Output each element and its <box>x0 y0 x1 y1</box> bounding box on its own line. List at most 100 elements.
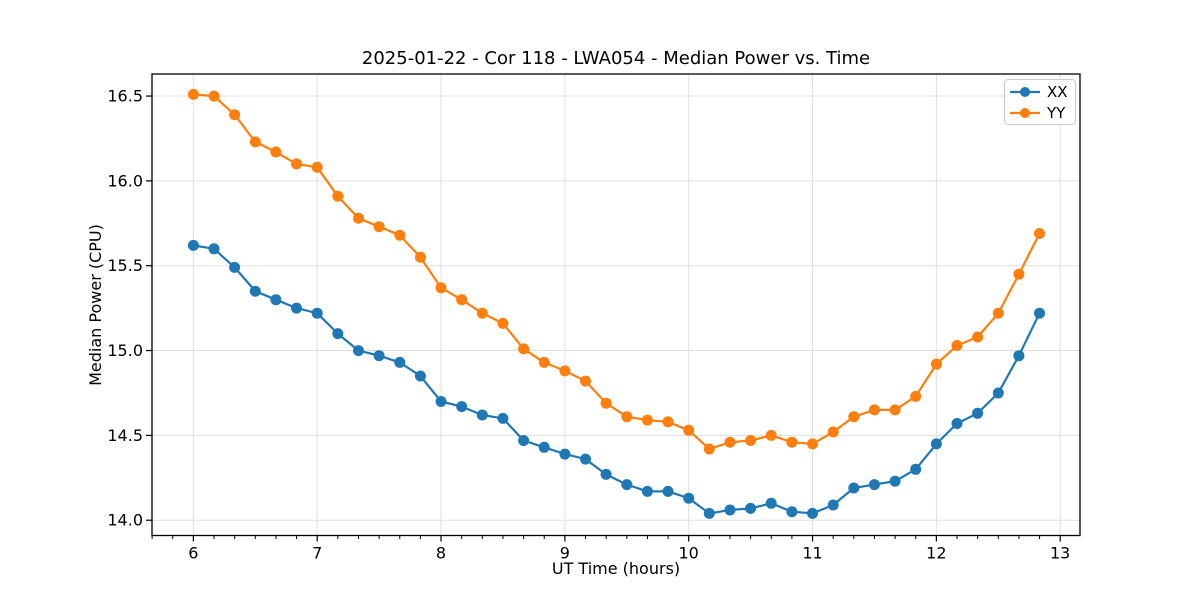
series-xx-marker <box>208 243 220 255</box>
series-yy-marker <box>208 90 220 102</box>
series-xx-marker <box>414 370 426 382</box>
series-xx-marker <box>580 453 591 465</box>
series-yy-marker <box>910 390 922 402</box>
axis-ticks <box>146 95 1061 542</box>
x-tick-label: 12 <box>926 544 946 563</box>
y-tick-label: 16.0 <box>107 171 143 190</box>
series-yy-marker <box>559 365 571 377</box>
series-xx-marker <box>683 492 695 504</box>
series-xx-marker <box>703 507 715 519</box>
series-yy-marker <box>291 158 302 170</box>
series-yy-marker <box>538 356 550 368</box>
x-tick-labels: 6 7 8 9 10 11 12 13 <box>188 544 1070 563</box>
y-tick-label: 16.5 <box>107 87 143 106</box>
series-xx-marker <box>889 475 901 487</box>
series-yy-marker <box>373 221 385 233</box>
series-xx-marker <box>229 261 241 273</box>
series-yy-marker <box>992 307 1004 319</box>
series-xx-marker <box>497 412 509 424</box>
series-xx-marker <box>910 463 922 475</box>
series-xx-marker <box>1034 307 1045 319</box>
series-xx-marker <box>353 345 364 357</box>
legend-label-xx: XX <box>1047 83 1068 101</box>
series-xx-marker <box>765 497 777 509</box>
series-yy <box>187 88 1045 455</box>
y-tick-label: 15.0 <box>107 341 143 360</box>
legend-swatch-xx-marker <box>1020 87 1030 97</box>
series-yy-marker <box>724 436 736 448</box>
series-yy-marker <box>951 340 963 351</box>
series-xx-marker <box>311 307 323 319</box>
series-xx-marker <box>848 482 860 494</box>
series-xx-marker <box>187 239 199 251</box>
series-yy-marker <box>414 251 426 263</box>
series-yy-marker <box>889 404 901 416</box>
series-yy-marker <box>332 190 344 202</box>
series-yy-marker <box>456 294 468 306</box>
series-xx-marker <box>827 499 839 511</box>
series-xx-marker <box>972 407 984 419</box>
series-yy-marker <box>518 343 530 355</box>
series-xx-marker <box>868 479 880 491</box>
series-xx-marker <box>249 285 261 297</box>
series-xx-marker <box>930 438 942 450</box>
series-xx-marker <box>745 502 757 514</box>
x-tick-label: 11 <box>802 544 822 563</box>
series-yy-marker <box>703 443 715 455</box>
series-xx-marker <box>270 294 282 306</box>
series-yy-marker <box>1013 268 1025 280</box>
series-yy-marker <box>311 161 323 173</box>
series-xx-marker <box>641 485 653 497</box>
series-yy-marker <box>827 426 839 438</box>
series-xx-marker <box>559 448 571 460</box>
series-yy-marker <box>580 375 591 387</box>
series-xx-marker <box>621 479 633 491</box>
series-xx-marker <box>786 506 798 518</box>
x-tick-label: 8 <box>436 544 446 563</box>
y-tick-label: 14.0 <box>107 511 143 530</box>
series-yy-marker <box>786 436 798 448</box>
series-xx-marker <box>724 504 736 516</box>
series-yy-marker <box>497 317 509 329</box>
x-tick-label: 6 <box>188 544 198 563</box>
x-tick-label: 9 <box>560 544 570 563</box>
series-yy-marker <box>972 331 984 343</box>
series-yy-marker <box>476 307 488 319</box>
series-xx-marker <box>951 418 963 429</box>
y-axis-label: Median Power (CPU) <box>86 224 105 386</box>
x-tick-label: 10 <box>679 544 699 563</box>
series-xx-marker <box>518 435 530 446</box>
series-yy-marker <box>930 358 942 370</box>
series-xx-marker <box>291 302 302 314</box>
x-tick-label: 7 <box>312 544 322 563</box>
series-xx-marker <box>662 485 674 497</box>
series-xx-marker <box>373 350 385 362</box>
x-tick-label: 13 <box>1050 544 1070 563</box>
data-series <box>187 88 1045 519</box>
series-yy-marker <box>807 438 818 450</box>
series-yy-marker <box>621 411 633 423</box>
series-yy-marker <box>765 429 777 441</box>
series-yy-marker <box>435 282 447 294</box>
series-xx-marker <box>992 387 1004 399</box>
series-xx-marker <box>807 507 818 519</box>
legend-swatch-yy-marker <box>1020 108 1030 118</box>
series-xx-marker <box>435 396 447 407</box>
chart-title: 2025-01-22 - Cor 118 - LWA054 - Median P… <box>362 48 870 69</box>
series-xx-marker <box>456 401 468 413</box>
series-yy-marker <box>683 424 695 436</box>
series-xx <box>187 239 1045 519</box>
series-yy-marker <box>848 411 860 423</box>
y-tick-label: 14.5 <box>107 426 143 445</box>
series-yy-marker <box>1034 228 1045 239</box>
series-xx-marker <box>394 356 406 368</box>
grid-lines <box>152 74 1080 536</box>
plot-border <box>151 73 1081 537</box>
series-yy-marker <box>600 397 612 409</box>
legend: XX YY <box>1004 79 1076 125</box>
series-yy-marker <box>745 435 757 446</box>
series-xx-marker <box>476 409 488 421</box>
series-yy-marker <box>868 404 880 416</box>
